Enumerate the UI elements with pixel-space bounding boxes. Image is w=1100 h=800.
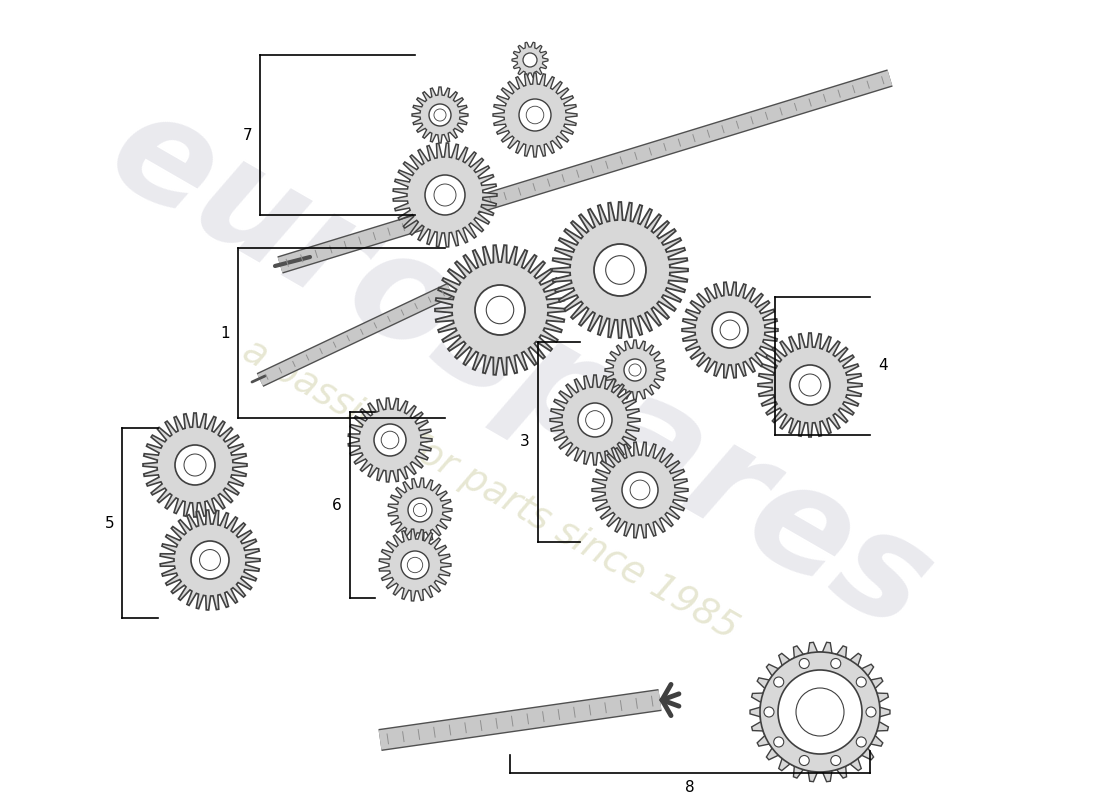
Circle shape — [407, 558, 422, 573]
Circle shape — [720, 320, 740, 340]
Polygon shape — [552, 202, 688, 338]
Circle shape — [425, 175, 465, 215]
Circle shape — [486, 296, 514, 324]
Circle shape — [606, 256, 635, 284]
Text: 7: 7 — [242, 127, 252, 142]
Circle shape — [475, 285, 525, 335]
Circle shape — [760, 652, 880, 772]
Circle shape — [830, 755, 840, 766]
Circle shape — [866, 707, 876, 717]
Polygon shape — [379, 529, 451, 601]
Circle shape — [429, 104, 451, 126]
Circle shape — [519, 99, 551, 131]
Text: 8: 8 — [685, 779, 695, 794]
Circle shape — [630, 480, 650, 500]
Polygon shape — [750, 642, 890, 782]
Circle shape — [778, 670, 862, 754]
Circle shape — [184, 454, 206, 476]
Polygon shape — [592, 442, 688, 538]
Circle shape — [522, 53, 537, 67]
Circle shape — [830, 658, 840, 669]
Circle shape — [621, 472, 658, 508]
Circle shape — [712, 312, 748, 348]
Text: 4: 4 — [878, 358, 888, 374]
Circle shape — [585, 410, 604, 430]
Polygon shape — [388, 478, 452, 542]
Polygon shape — [143, 413, 248, 517]
Text: 5: 5 — [104, 515, 114, 530]
Text: a passion for parts since 1985: a passion for parts since 1985 — [235, 333, 744, 647]
Circle shape — [578, 403, 612, 437]
Circle shape — [433, 109, 447, 121]
Circle shape — [526, 106, 543, 124]
Circle shape — [796, 688, 844, 736]
Circle shape — [773, 737, 783, 747]
Polygon shape — [550, 375, 640, 465]
Circle shape — [199, 550, 220, 570]
Polygon shape — [412, 87, 468, 143]
Polygon shape — [605, 340, 665, 400]
Polygon shape — [434, 245, 565, 375]
Text: eurospares: eurospares — [86, 78, 955, 662]
Polygon shape — [758, 333, 862, 437]
Circle shape — [799, 374, 821, 396]
Circle shape — [624, 359, 646, 381]
Circle shape — [374, 424, 406, 456]
Circle shape — [175, 445, 214, 485]
Circle shape — [790, 365, 830, 405]
Text: 1: 1 — [220, 326, 230, 341]
Circle shape — [594, 244, 646, 296]
Circle shape — [402, 551, 429, 579]
Text: 3: 3 — [520, 434, 530, 450]
Circle shape — [414, 503, 427, 517]
Circle shape — [434, 184, 456, 206]
Circle shape — [629, 364, 641, 376]
Circle shape — [191, 541, 229, 579]
Circle shape — [764, 707, 774, 717]
Circle shape — [800, 658, 810, 669]
Circle shape — [856, 677, 867, 687]
Polygon shape — [512, 42, 548, 78]
Polygon shape — [682, 282, 778, 378]
Circle shape — [408, 498, 432, 522]
Polygon shape — [393, 143, 497, 247]
Circle shape — [773, 677, 783, 687]
Text: 6: 6 — [332, 498, 342, 513]
Circle shape — [800, 755, 810, 766]
Circle shape — [856, 737, 867, 747]
Polygon shape — [349, 398, 432, 482]
Circle shape — [382, 431, 399, 449]
Polygon shape — [493, 73, 578, 157]
Polygon shape — [161, 510, 260, 610]
